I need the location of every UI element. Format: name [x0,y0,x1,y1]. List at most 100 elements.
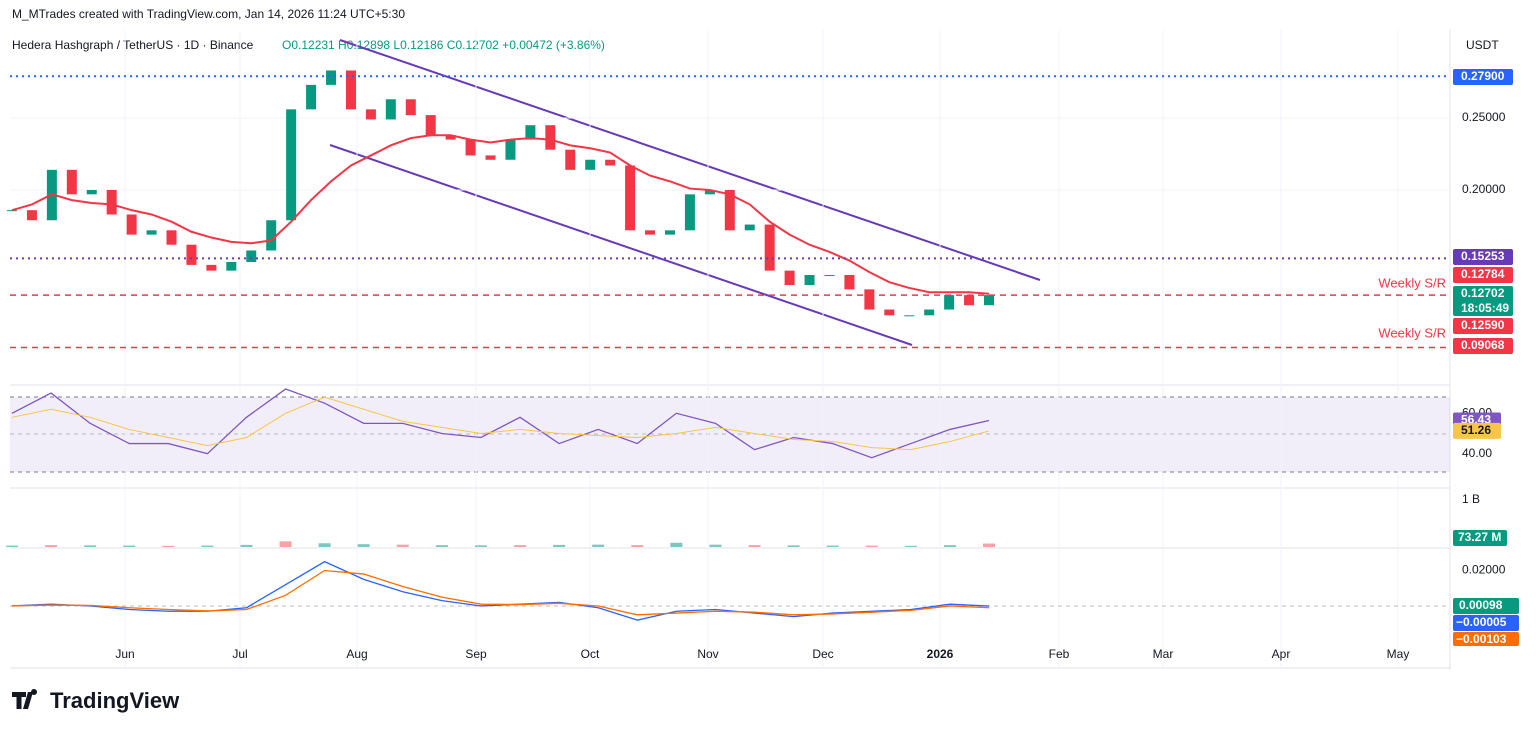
candle [824,274,835,276]
volume-bar [553,544,566,547]
volume-bar [357,544,370,547]
candle [664,230,675,235]
candle [186,244,197,265]
volume-bar [279,541,292,547]
x-tick-label: Dec [812,647,833,661]
volume-bar [84,545,97,547]
value-label: 73.27 M [1458,530,1501,544]
value-label-bg [1453,632,1519,646]
moving-average [11,134,990,295]
price-label: 0.09068 [1461,338,1505,352]
macd-line [11,569,990,616]
price-label-bg [1453,338,1513,354]
candle [724,190,735,231]
candle [565,149,576,170]
candle [924,309,935,316]
candle [146,230,157,235]
symbol: Hedera Hashgraph / TetherUS · 1D · Binan… [12,38,254,52]
candle [764,224,775,271]
x-tick-label: Apr [1272,647,1291,661]
candle [286,109,297,221]
candle [465,139,476,156]
candle [246,250,257,263]
price-label-bg [1453,286,1513,316]
volume-bar [45,545,58,547]
volume-bar [670,542,683,547]
candle [625,165,636,231]
candle [545,125,556,150]
creator: M_MTrades created with TradingView.com, … [12,7,405,21]
volume-bar [904,545,917,547]
x-tick-label: Feb [1049,647,1070,661]
volume-bar [240,544,253,547]
candle [744,224,755,231]
candle [525,125,536,140]
value-label-bg [1453,422,1501,439]
value-label: −0.00103 [1456,632,1507,646]
volume-bar [6,545,18,547]
candle [585,159,596,170]
volume-bar [787,545,800,547]
x-tick-label: Nov [697,647,718,661]
candle [704,190,715,195]
price-label: 0.15253 [1461,249,1505,263]
channel-lower [329,144,913,346]
volume-bar [474,545,487,547]
candle [864,289,875,310]
candle [345,70,356,110]
candle [645,230,656,235]
y-tick-label: 0.20000 [1462,182,1506,196]
volume-bar [943,545,956,547]
candle [306,84,317,110]
candle [126,214,137,235]
price-label-bg [1453,267,1513,283]
candle [784,270,795,286]
candle [884,309,895,316]
candle [365,109,376,120]
candle [405,99,416,116]
ohlc: O0.12231 H0.12898 L0.12186 C0.12702 +0.0… [282,38,605,52]
price-label-bg [1453,69,1513,85]
rsi-line [11,388,990,459]
volume-bar [123,545,136,547]
candle [684,194,695,231]
x-tick-label: Sep [465,647,487,661]
candle [505,139,516,160]
value-label-bg [1453,615,1519,631]
value-label: 0.00098 [1459,598,1503,612]
volume-bar [983,543,995,547]
annotation: Weekly S/R [1378,325,1446,340]
y-tick-label: 0.25000 [1462,110,1506,124]
x-tick-label: Jul [232,647,247,661]
x-tick-label: Mar [1153,647,1174,661]
x-tick-label: Jun [115,647,134,661]
candle [984,295,994,306]
x-tick-label: 2026 [927,647,954,661]
candle [904,315,915,317]
x-tick-label: Aug [346,647,367,661]
volume-bar [631,545,644,547]
candle [425,115,436,136]
candle [605,159,616,166]
volume-bar [592,544,605,547]
candle [106,190,117,215]
candle [964,295,975,306]
x-tick-label: May [1387,647,1410,661]
candle [944,295,955,310]
volume-bar [162,545,175,547]
volume-bar [435,545,448,547]
candle [7,210,17,212]
logo: TradingView [12,688,180,713]
price-label: 0.12784 [1461,267,1505,281]
price-label-bg [1453,318,1513,334]
value-label: −0.00005 [1456,615,1507,629]
currency: USDT [1466,38,1499,52]
volume-bar [865,545,878,547]
candle [86,190,97,195]
candle [485,155,496,160]
candle [326,70,337,85]
volume-bar [826,545,839,547]
candle [445,135,456,140]
